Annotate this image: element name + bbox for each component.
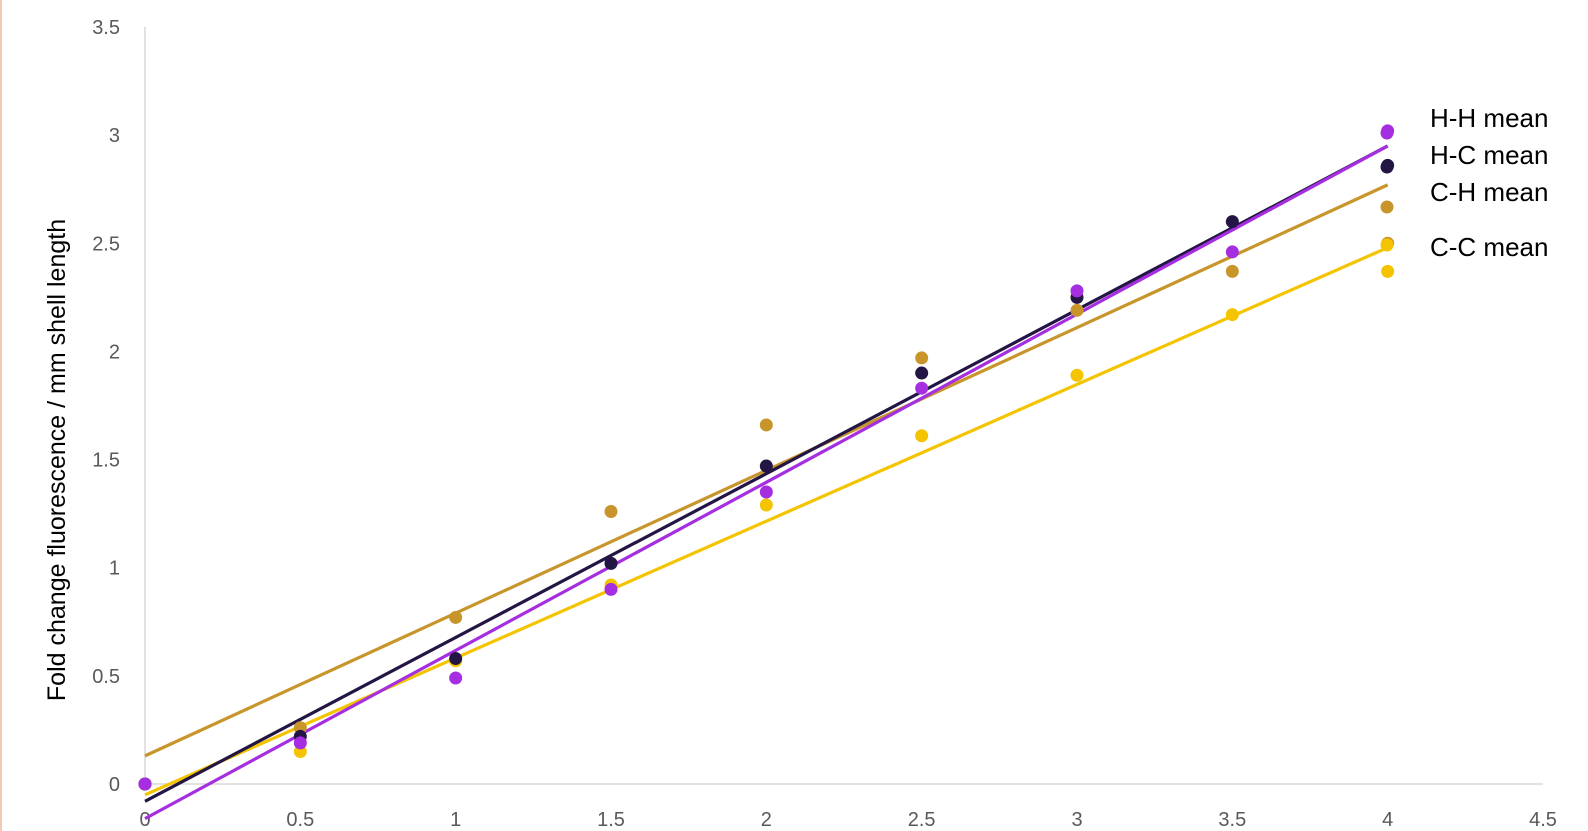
point-c-h-mean (449, 610, 463, 624)
point-h-h-mean (293, 736, 307, 750)
point-h-h-mean (1225, 245, 1239, 259)
point-c-c-mean (1381, 264, 1395, 278)
x-tick-label: 2 (761, 809, 772, 831)
point-c-h-mean (759, 418, 773, 432)
legend-marker (1380, 238, 1394, 252)
legend-label: H-C mean (1430, 140, 1548, 170)
y-tick-label: 2 (109, 341, 120, 363)
trendlines (144, 144, 1389, 821)
point-h-c-mean (604, 556, 618, 570)
x-tick-label: 2.5 (908, 809, 936, 831)
x-tick-label: 1 (450, 809, 461, 831)
point-c-h-mean (1225, 264, 1239, 278)
legend-marker (1380, 200, 1394, 214)
legend-label: H-H mean (1430, 103, 1548, 133)
trendline-h-c-mean (144, 144, 1389, 803)
legend-label: C-C mean (1430, 232, 1548, 262)
point-c-c-mean (915, 429, 929, 443)
y-tick-label: 0 (109, 774, 120, 796)
y-tick-label: 1 (109, 558, 120, 580)
point-h-c-mean (449, 652, 463, 666)
y-tick-label: 1.5 (92, 450, 120, 472)
trendline-h-h-mean (144, 144, 1389, 821)
x-tick-label: 3.5 (1218, 809, 1246, 831)
y-tick-label: 3.5 (92, 17, 120, 39)
point-h-h-mean (449, 671, 463, 685)
frame-edge (0, 0, 2, 831)
point-h-c-mean (915, 366, 929, 380)
point-c-c-mean (1070, 368, 1084, 382)
y-tick-label: 3 (109, 125, 120, 147)
point-c-h-mean (915, 351, 929, 365)
point-h-h-mean (915, 381, 929, 395)
y-tick-labels: 0 0.5 1 1.5 2 2.5 3 3.5 (92, 17, 120, 796)
point-c-c-mean (759, 498, 773, 512)
legend-marker (1380, 126, 1394, 140)
x-tick-label: 4 (1382, 809, 1393, 831)
point-c-c-mean (1225, 308, 1239, 322)
point-c-h-mean (604, 504, 618, 518)
x-tick-labels: 0 0.5 1 1.5 2 2.5 3 3.5 4 4.5 (139, 809, 1556, 831)
legend-marker (1380, 160, 1394, 174)
y-tick-label: 2.5 (92, 233, 120, 255)
legend: H-H mean H-C mean C-H mean C-C mean (1380, 103, 1548, 262)
point-h-h-mean (1070, 284, 1084, 298)
x-tick-label: 1.5 (597, 809, 625, 831)
x-tick-label: 3 (1071, 809, 1082, 831)
point-h-c-mean (1225, 215, 1239, 229)
axes (144, 27, 1543, 785)
point-h-h-mean (604, 582, 618, 596)
trendline-c-c-mean (144, 246, 1389, 797)
x-tick-label: 4.5 (1529, 809, 1557, 831)
point-h-c-mean (759, 459, 773, 473)
point-c-h-mean (1070, 303, 1084, 317)
x-tick-label: 0.5 (286, 809, 314, 831)
point-h-h-mean (138, 777, 152, 791)
y-tick-label: 0.5 (92, 666, 120, 688)
data-points (138, 124, 1395, 791)
y-axis-title: Fold change fluorescence / mm shell leng… (43, 219, 71, 701)
x-tick-label: 0 (139, 809, 150, 831)
point-h-h-mean (759, 485, 773, 499)
legend-label: C-H mean (1430, 177, 1548, 207)
